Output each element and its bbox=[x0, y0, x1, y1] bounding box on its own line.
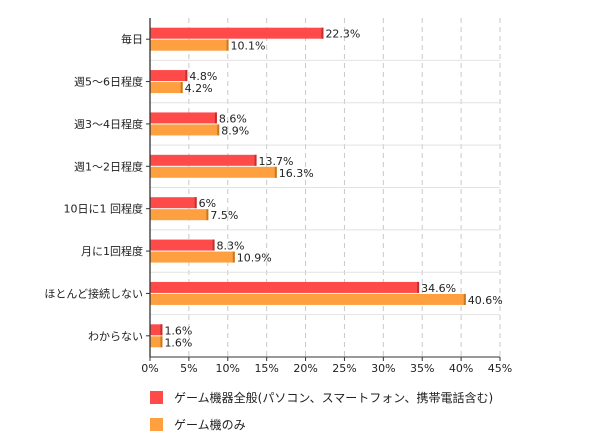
data-label-series-1: 8.6% bbox=[219, 112, 247, 125]
bar-edge-series-2 bbox=[217, 124, 220, 136]
bar-series-1 bbox=[150, 112, 217, 124]
x-tick-label: 5% bbox=[180, 362, 197, 375]
bar-edge-series-1 bbox=[321, 27, 324, 39]
bar-series-1 bbox=[150, 197, 197, 209]
y-category-label: 週5〜6日程度 bbox=[74, 75, 143, 89]
data-label-series-2: 1.6% bbox=[164, 336, 192, 349]
bar-series-2 bbox=[150, 209, 209, 221]
data-label-series-2: 4.2% bbox=[185, 82, 213, 95]
bar-series-1 bbox=[150, 27, 324, 39]
x-tick-label: 10% bbox=[216, 362, 240, 375]
data-label-series-2: 40.6% bbox=[468, 294, 503, 307]
y-category-label: 週3〜4日程度 bbox=[74, 117, 143, 131]
y-category-label: 10日に1 回程度 bbox=[64, 202, 144, 216]
bar-edge-series-2 bbox=[206, 209, 209, 221]
y-category-label: 週1〜2日程度 bbox=[74, 159, 143, 173]
data-label-series-1: 8.3% bbox=[217, 240, 245, 253]
data-label-series-1: 4.8% bbox=[189, 70, 217, 83]
bar-edge-series-1 bbox=[185, 70, 188, 82]
data-label-series-2: 10.9% bbox=[237, 252, 272, 265]
x-tick-label: 15% bbox=[254, 362, 278, 375]
legend-item-series-2: ゲーム機のみ bbox=[150, 415, 493, 433]
bar-series-2 bbox=[150, 124, 220, 136]
data-label-series-1: 34.6% bbox=[421, 282, 456, 295]
bar-series-2 bbox=[150, 166, 277, 178]
x-tick-label: 30% bbox=[371, 362, 395, 375]
bar-edge-series-2 bbox=[463, 293, 466, 305]
legend-label-series-1: ゲーム機器全般(パソコン、スマートフォン、携帯電話含む) bbox=[174, 390, 494, 405]
data-label-series-2: 7.5% bbox=[210, 209, 238, 222]
data-label-series-2: 10.1% bbox=[231, 40, 266, 53]
bar-series-1 bbox=[150, 281, 420, 293]
bar-edge-series-2 bbox=[274, 166, 277, 178]
y-category-label: わからない bbox=[88, 330, 143, 343]
bar-edge-series-2 bbox=[232, 251, 235, 263]
bar-edge-series-1 bbox=[214, 112, 217, 124]
legend-item-series-1: ゲーム機器全般(パソコン、スマートフォン、携帯電話含む) bbox=[150, 388, 493, 406]
bar-series-1 bbox=[150, 70, 188, 82]
bar-edge-series-1 bbox=[254, 154, 257, 166]
data-label-series-1: 13.7% bbox=[259, 155, 294, 168]
legend-swatch-series-2 bbox=[150, 417, 163, 431]
x-tick-label: 40% bbox=[449, 362, 473, 375]
data-label-series-1: 6% bbox=[199, 197, 216, 210]
data-label-series-1: 22.3% bbox=[325, 28, 360, 41]
bar-edge-series-1 bbox=[194, 197, 197, 209]
legend-label-series-2: ゲーム機のみ bbox=[174, 417, 246, 432]
x-tick-label: 20% bbox=[293, 362, 317, 375]
bar-series-1 bbox=[150, 239, 215, 251]
legend: ゲーム機器全般(パソコン、スマートフォン、携帯電話含む) ゲーム機のみ bbox=[150, 388, 493, 442]
bar-series-2 bbox=[150, 39, 229, 51]
data-label-series-1: 1.6% bbox=[164, 324, 192, 337]
y-category-label: 毎日 bbox=[121, 33, 143, 46]
bar-series-2 bbox=[150, 336, 163, 348]
legend-swatch-series-1 bbox=[150, 390, 163, 404]
bar-edge-series-2 bbox=[160, 336, 163, 348]
y-category-label: 月に1回程度 bbox=[81, 244, 143, 258]
bar-edge-series-1 bbox=[212, 239, 215, 251]
data-label-series-2: 16.3% bbox=[279, 167, 314, 180]
bar-edge-series-1 bbox=[417, 281, 420, 293]
bar-edge-series-2 bbox=[226, 39, 229, 51]
bar-series-1 bbox=[150, 324, 163, 336]
x-tick-label: 35% bbox=[410, 362, 434, 375]
bar-series-2 bbox=[150, 293, 466, 305]
bar-edge-series-1 bbox=[160, 324, 163, 336]
x-tick-label: 0% bbox=[141, 362, 158, 375]
bar-series-2 bbox=[150, 251, 235, 263]
x-tick-label: 25% bbox=[332, 362, 356, 375]
bar-series-1 bbox=[150, 154, 257, 166]
x-tick-label: 45% bbox=[488, 362, 512, 375]
y-category-label: ほとんど接続しない bbox=[44, 286, 143, 300]
data-label-series-2: 8.9% bbox=[221, 124, 249, 137]
bar-edge-series-2 bbox=[180, 82, 183, 94]
bar-series-2 bbox=[150, 82, 183, 94]
